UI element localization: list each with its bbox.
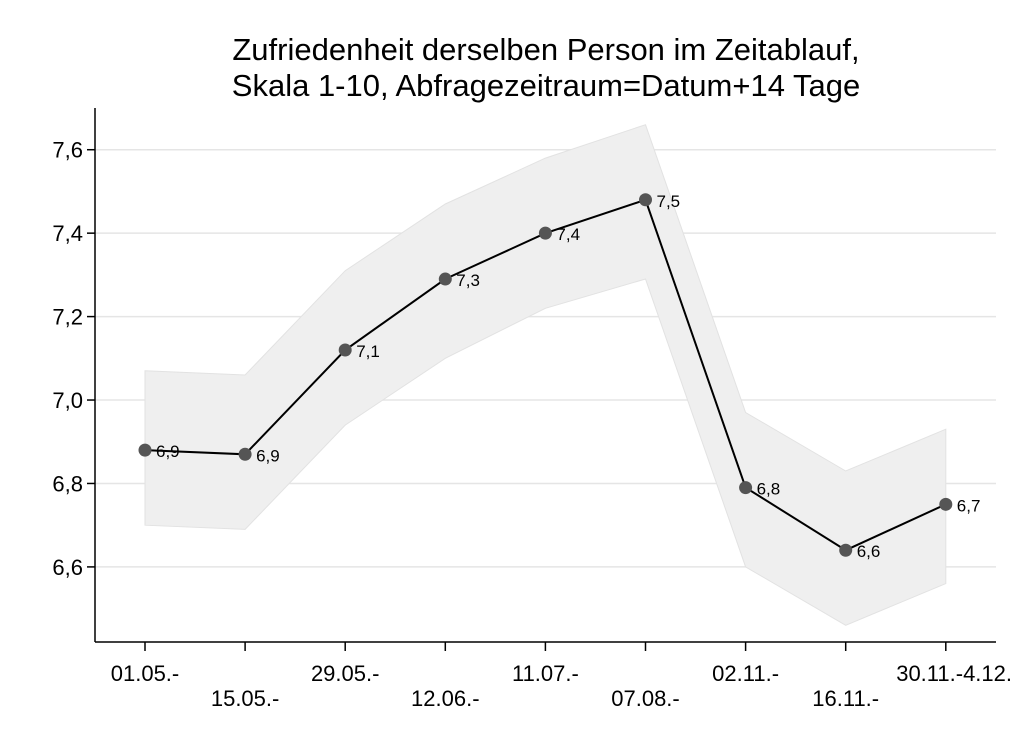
chart-title-line-1: Zufriedenheit derselben Person im Zeitab… xyxy=(232,32,859,67)
data-point xyxy=(839,543,853,557)
data-label: 6,9 xyxy=(256,446,280,465)
data-label: 7,4 xyxy=(556,225,580,244)
data-labels: 6,9 6,9 7,1 7,3 7,4 7,5 6,8 6,6 6,7 xyxy=(156,192,980,561)
data-point xyxy=(438,272,452,286)
data-point xyxy=(739,481,753,495)
data-label: 6,6 xyxy=(857,542,881,561)
chart-title-line-2: Skala 1-10, Abfragezeitraum=Datum+14 Tag… xyxy=(232,68,860,103)
data-label: 7,3 xyxy=(456,271,480,290)
x-tick-label: 29.05.- xyxy=(311,661,380,686)
data-label: 6,9 xyxy=(156,442,180,461)
x-tick-label: 07.08.- xyxy=(611,686,680,711)
data-point xyxy=(639,193,652,207)
x-tick-label: 30.11.-4.12. xyxy=(896,661,1012,686)
confidence-band-area xyxy=(144,124,947,626)
x-tick-label: 12.06.- xyxy=(411,686,480,711)
y-tick-label: 7,0 xyxy=(52,388,83,413)
data-points xyxy=(138,193,953,557)
x-tick-label: 01.05.- xyxy=(111,661,180,686)
x-tick-label: 15.05.- xyxy=(211,686,280,711)
data-label: 7,5 xyxy=(657,192,681,211)
data-label: 6,8 xyxy=(757,480,781,499)
y-axis-ticks: 6,6 6,8 7,0 7,2 7,4 7,6 xyxy=(52,138,95,580)
data-point xyxy=(238,447,252,461)
y-tick-label: 7,6 xyxy=(52,138,83,163)
data-label: 7,1 xyxy=(356,342,380,361)
x-tick-label: 02.11.- xyxy=(712,661,779,686)
x-tick-label: 11.07.- xyxy=(512,661,579,686)
y-tick-label: 7,2 xyxy=(52,305,83,330)
y-tick-label: 7,4 xyxy=(52,221,83,246)
y-tick-label: 6,6 xyxy=(52,555,83,580)
data-label: 6,7 xyxy=(957,496,981,515)
data-point xyxy=(338,343,352,357)
x-tick-label: 16.11.- xyxy=(812,686,879,711)
x-axis-ticks: 01.05.- 15.05.- 29.05.- 12.06.- 11.07.- 07.08… xyxy=(111,642,1012,711)
data-point xyxy=(939,497,953,511)
y-tick-label: 6,8 xyxy=(52,471,83,496)
data-point xyxy=(538,226,552,240)
confidence-band xyxy=(144,124,947,626)
chart-title: Zufriedenheit derselben Person im Zeitab… xyxy=(232,32,860,103)
data-point xyxy=(138,443,152,457)
